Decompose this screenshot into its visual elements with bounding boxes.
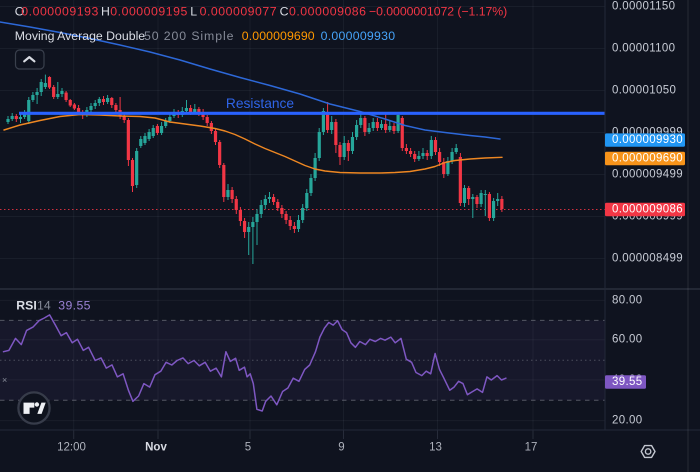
svg-text:0.000009690: 0.000009690 xyxy=(242,29,315,43)
svg-text:80.00: 80.00 xyxy=(612,294,643,306)
svg-text:0.000009086: 0.000009086 xyxy=(289,4,367,18)
svg-text:0.000009193: 0.000009193 xyxy=(21,4,99,18)
svg-text:0.000009195: 0.000009195 xyxy=(110,4,188,18)
svg-text:L: L xyxy=(190,4,197,18)
svg-text:0.00001050: 0.00001050 xyxy=(612,85,676,97)
svg-text:39.55: 39.55 xyxy=(612,376,643,388)
svg-text:0.000008499: 0.000008499 xyxy=(612,253,683,265)
svg-text:0.00001100: 0.00001100 xyxy=(612,43,675,55)
svg-text:17: 17 xyxy=(525,442,538,454)
svg-text:13: 13 xyxy=(429,442,442,454)
svg-text:RSI: RSI xyxy=(16,299,37,313)
svg-text:×: × xyxy=(2,375,7,385)
svg-text:5: 5 xyxy=(245,442,251,454)
svg-text:14: 14 xyxy=(37,299,51,313)
svg-text:Nov: Nov xyxy=(145,442,167,454)
svg-text:0.000009086: 0.000009086 xyxy=(612,204,683,216)
svg-text:O: O xyxy=(15,4,25,18)
svg-text:60.00: 60.00 xyxy=(612,334,643,346)
svg-text:12:00: 12:00 xyxy=(57,442,86,454)
svg-text:20.00: 20.00 xyxy=(612,415,643,427)
svg-text:0.000009499: 0.000009499 xyxy=(612,169,683,181)
svg-text:−0.0000001072 (−1.17%): −0.0000001072 (−1.17%) xyxy=(369,4,507,18)
svg-text:9: 9 xyxy=(338,442,344,454)
svg-text:50 200 Simple: 50 200 Simple xyxy=(144,29,234,43)
svg-text:0.000009077: 0.000009077 xyxy=(200,4,278,18)
svg-text:Moving Average Double: Moving Average Double xyxy=(15,29,146,43)
svg-text:0.000009930: 0.000009930 xyxy=(612,134,683,146)
svg-text:C: C xyxy=(280,4,289,18)
svg-text:Resistance: Resistance xyxy=(226,96,295,111)
svg-text:0.000009690: 0.000009690 xyxy=(612,153,683,165)
svg-text:39.55: 39.55 xyxy=(58,299,91,313)
svg-text:0.000009930: 0.000009930 xyxy=(321,29,396,43)
svg-text:0.00001150: 0.00001150 xyxy=(612,1,675,13)
svg-text:H: H xyxy=(101,4,110,18)
